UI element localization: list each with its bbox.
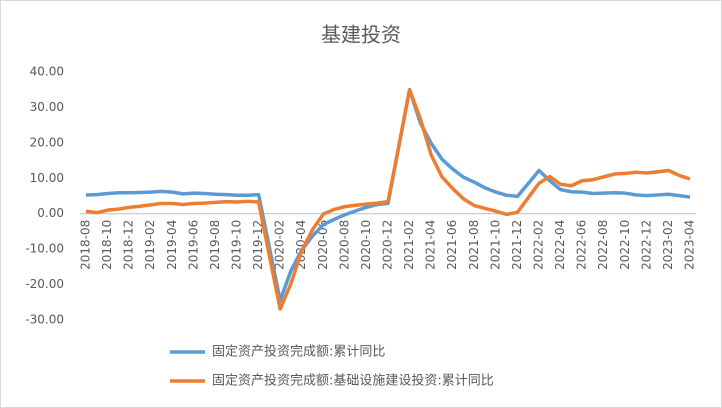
y-tick-label: 30.00 (30, 100, 64, 114)
x-tick-label: 2021-02 (402, 220, 416, 270)
x-tick-label: 2022-12 (639, 220, 653, 270)
x-tick-label: 2018-08 (79, 220, 93, 270)
series-line (85, 87, 691, 311)
x-tick-label: 2022-06 (575, 220, 589, 270)
x-tick-label: 2018-10 (100, 220, 114, 270)
y-tick-label: 20.00 (30, 135, 64, 149)
x-tick-label: 2020-10 (359, 220, 373, 270)
x-tick-label: 2019-12 (251, 220, 265, 270)
x-tick-label: 2019-02 (143, 220, 157, 270)
chart-title: 基建投资 (321, 23, 401, 47)
x-tick-label: 2021-12 (510, 220, 524, 270)
y-tick-label: 40.00 (30, 65, 64, 79)
x-tick-label: 2019-10 (230, 220, 244, 270)
x-tick-label: 2020-12 (381, 220, 395, 270)
x-tick-label: 2022-10 (618, 220, 632, 270)
x-tick-label: 2023-04 (683, 220, 697, 270)
x-tick-label: 2021-06 (445, 220, 459, 270)
x-tick-label: 2023-02 (661, 220, 675, 270)
x-tick-label: 2022-08 (596, 220, 610, 270)
y-tick-label: 10.00 (30, 171, 64, 185)
legend-label: 固定资产投资完成额:累计同比 (212, 344, 385, 360)
y-tick-label: -10.00 (25, 242, 64, 256)
x-tick-label: 2021-04 (424, 220, 438, 270)
y-tick-label: -30.00 (25, 313, 64, 327)
x-tick-label: 2022-04 (553, 220, 567, 270)
x-tick-label: 2019-04 (165, 220, 179, 270)
legend-label: 固定资产投资完成额:基础设施建设投资:累计同比 (212, 373, 494, 389)
x-tick-label: 2021-08 (467, 220, 481, 270)
x-tick-label: 2022-02 (532, 220, 546, 270)
x-tick-label: 2019-06 (186, 220, 200, 270)
x-tick-label: 2020-06 (316, 220, 330, 270)
x-tick-label: 2020-02 (273, 220, 287, 270)
y-tick-label: 0.00 (37, 206, 64, 220)
x-tick-label: 2019-08 (208, 220, 222, 270)
x-tick-label: 2021-10 (488, 220, 502, 270)
x-tick-label: 2020-08 (337, 220, 351, 270)
x-tick-label: 2018-12 (122, 220, 136, 270)
y-tick-label: -20.00 (25, 277, 64, 291)
series-line (85, 87, 691, 303)
